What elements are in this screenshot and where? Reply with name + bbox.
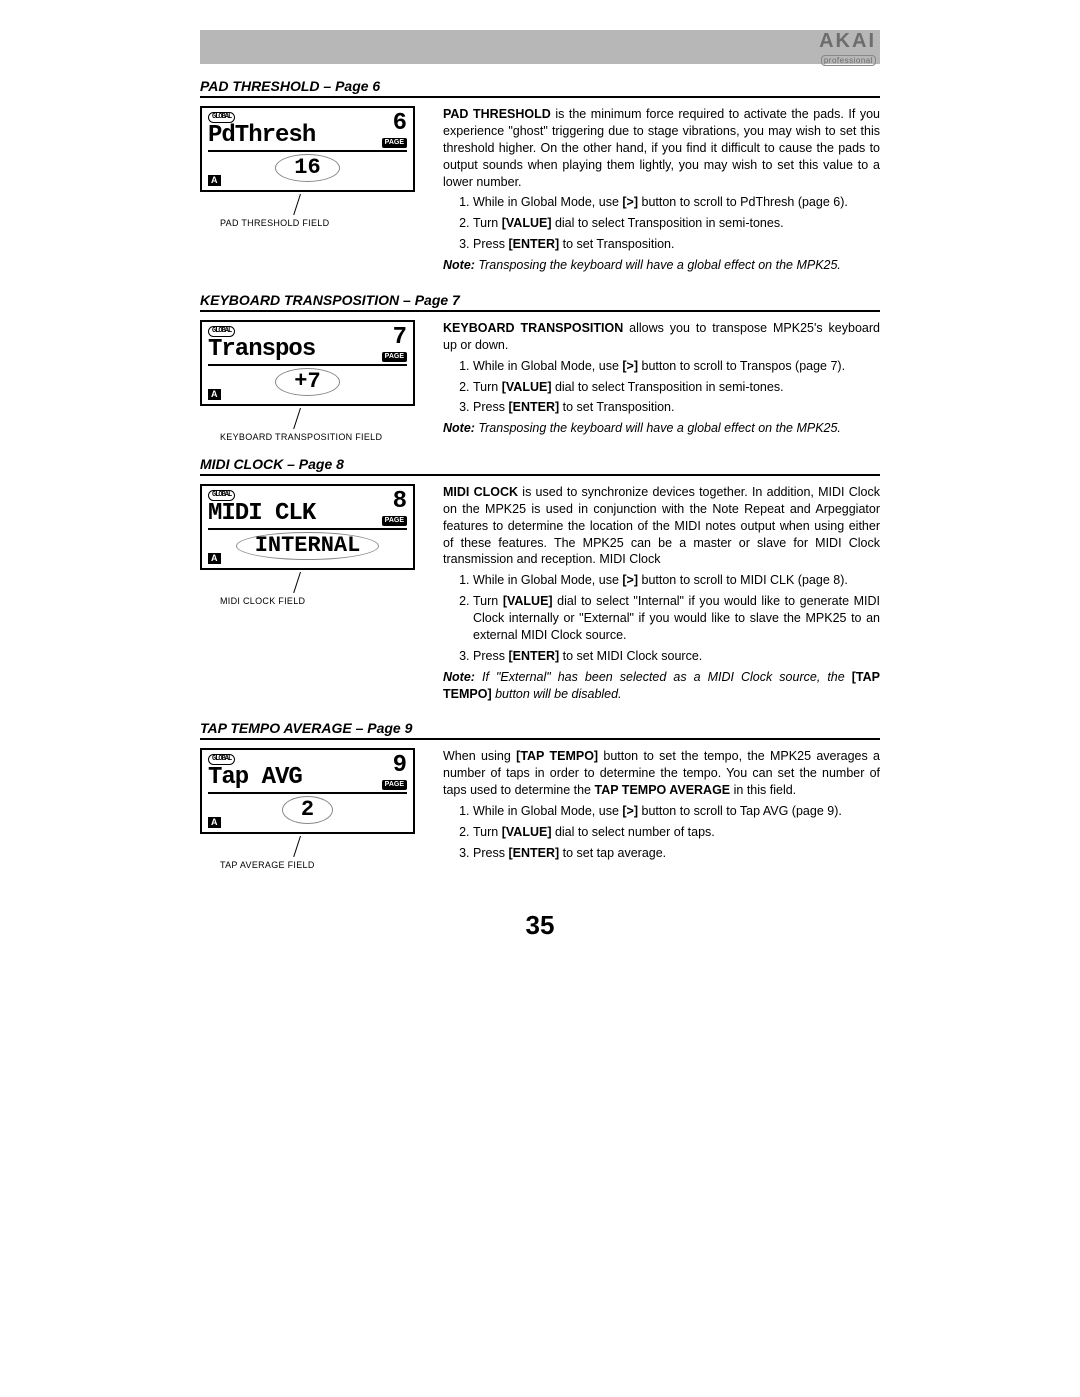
text-column: When using [TAP TEMPO] button to set the… — [443, 748, 880, 870]
lcd-caption: MIDI CLOCK FIELD — [220, 596, 425, 606]
lcd-column: GLOBALPdThresh6PAGE16APAD THRESHOLD FIEL… — [200, 106, 425, 278]
step-item: While in Global Mode, use [>] button to … — [473, 572, 880, 589]
lcd-value: +7 — [275, 368, 339, 396]
brand-logo: AKAI professional — [819, 32, 876, 68]
lcd-param-name: Tap AVG — [208, 766, 302, 790]
callout-line — [300, 574, 425, 596]
section-title: TAP TEMPO AVERAGE – Page 9 — [200, 720, 880, 740]
section-body: GLOBALTap AVG9PAGE2ATAP AVERAGE FIELDWhe… — [200, 748, 880, 870]
step-item: Press [ENTER] to set tap average. — [473, 845, 880, 862]
section-title: PAD THRESHOLD – Page 6 — [200, 78, 880, 98]
lcd-display: GLOBALMIDI CLK8PAGEINTERNALA — [200, 484, 415, 570]
section-title: MIDI CLOCK – Page 8 — [200, 456, 880, 476]
lcd-page-num: 6 — [393, 112, 407, 136]
page-number: 35 — [0, 910, 1080, 941]
step-item: Press [ENTER] to set Transposition. — [473, 399, 880, 416]
lcd-caption: TAP AVERAGE FIELD — [220, 860, 425, 870]
note-paragraph: Note: If "External" has been selected as… — [443, 669, 880, 703]
step-item: Turn [VALUE] dial to select Transpositio… — [473, 379, 880, 396]
step-item: Turn [VALUE] dial to select Transpositio… — [473, 215, 880, 232]
lcd-column: GLOBALMIDI CLK8PAGEINTERNALAMIDI CLOCK F… — [200, 484, 425, 707]
lcd-column: GLOBALTranspos7PAGE+7AKEYBOARD TRANSPOSI… — [200, 320, 425, 442]
step-item: Press [ENTER] to set MIDI Clock source. — [473, 648, 880, 665]
section-body: GLOBALPdThresh6PAGE16APAD THRESHOLD FIEL… — [200, 106, 880, 278]
lcd-display: GLOBALTap AVG9PAGE2A — [200, 748, 415, 834]
lcd-page-badge: PAGE — [382, 352, 407, 362]
lcd-value: 16 — [275, 154, 339, 182]
step-item: Turn [VALUE] dial to select number of ta… — [473, 824, 880, 841]
page: AKAI professional PAD THRESHOLD – Page 6… — [0, 0, 1080, 941]
brand-name: AKAI — [819, 32, 876, 50]
intro-paragraph: MIDI CLOCK is used to synchronize device… — [443, 484, 880, 568]
lcd-param-name: MIDI CLK — [208, 502, 315, 526]
step-item: Press [ENTER] to set Transposition. — [473, 236, 880, 253]
lcd-value: INTERNAL — [236, 532, 380, 560]
content: PAD THRESHOLD – Page 6GLOBALPdThresh6PAG… — [200, 78, 880, 870]
steps-list: While in Global Mode, use [>] button to … — [473, 572, 880, 664]
callout-line — [300, 838, 425, 860]
text-column: PAD THRESHOLD is the minimum force requi… — [443, 106, 880, 278]
lcd-a-badge: A — [208, 553, 221, 564]
note-paragraph: Note: Transposing the keyboard will have… — [443, 257, 880, 274]
header-bar: AKAI professional — [200, 30, 880, 64]
steps-list: While in Global Mode, use [>] button to … — [473, 358, 880, 417]
lcd-display: GLOBALTranspos7PAGE+7A — [200, 320, 415, 406]
text-column: MIDI CLOCK is used to synchronize device… — [443, 484, 880, 707]
step-item: Turn [VALUE] dial to select "Internal" i… — [473, 593, 880, 644]
note-paragraph: Note: Transposing the keyboard will have… — [443, 420, 880, 437]
lcd-a-badge: A — [208, 817, 221, 828]
callout-line — [300, 410, 425, 432]
lcd-page-num: 9 — [393, 754, 407, 778]
intro-paragraph: PAD THRESHOLD is the minimum force requi… — [443, 106, 880, 190]
callout-line — [300, 196, 425, 218]
lcd-page-badge: PAGE — [382, 780, 407, 790]
lcd-caption: PAD THRESHOLD FIELD — [220, 218, 425, 228]
lcd-a-badge: A — [208, 389, 221, 400]
text-column: KEYBOARD TRANSPOSITION allows you to tra… — [443, 320, 880, 442]
lcd-display: GLOBALPdThresh6PAGE16A — [200, 106, 415, 192]
lcd-column: GLOBALTap AVG9PAGE2ATAP AVERAGE FIELD — [200, 748, 425, 870]
lcd-param-name: Transpos — [208, 338, 315, 362]
step-item: While in Global Mode, use [>] button to … — [473, 358, 880, 375]
step-item: While in Global Mode, use [>] button to … — [473, 803, 880, 820]
lcd-page-badge: PAGE — [382, 516, 407, 526]
intro-paragraph: When using [TAP TEMPO] button to set the… — [443, 748, 880, 799]
lcd-page-num: 7 — [393, 326, 407, 350]
lcd-caption: KEYBOARD TRANSPOSITION FIELD — [220, 432, 425, 442]
steps-list: While in Global Mode, use [>] button to … — [473, 803, 880, 862]
lcd-a-badge: A — [208, 175, 221, 186]
intro-paragraph: KEYBOARD TRANSPOSITION allows you to tra… — [443, 320, 880, 354]
lcd-page-num: 8 — [393, 490, 407, 514]
section-title: KEYBOARD TRANSPOSITION – Page 7 — [200, 292, 880, 312]
lcd-page-badge: PAGE — [382, 138, 407, 148]
step-item: While in Global Mode, use [>] button to … — [473, 194, 880, 211]
section-body: GLOBALTranspos7PAGE+7AKEYBOARD TRANSPOSI… — [200, 320, 880, 442]
lcd-param-name: PdThresh — [208, 124, 315, 148]
section-body: GLOBALMIDI CLK8PAGEINTERNALAMIDI CLOCK F… — [200, 484, 880, 707]
lcd-value: 2 — [282, 796, 333, 824]
brand-sub: professional — [821, 55, 876, 66]
steps-list: While in Global Mode, use [>] button to … — [473, 194, 880, 253]
